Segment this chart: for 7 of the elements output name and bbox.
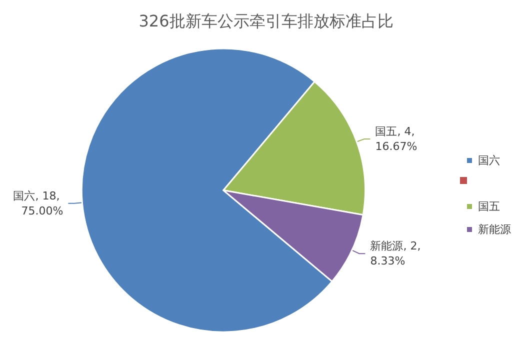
chart-title: 326批新车公示牵引车排放标准占比 xyxy=(138,12,394,30)
legend-label: 新能源 xyxy=(478,223,511,236)
legend-label: 国六 xyxy=(478,154,500,167)
legend-label: 国五 xyxy=(478,200,500,213)
data-label: 国六, 18, 75.00% xyxy=(13,189,64,218)
data-label: 国五, 4, 16.67% xyxy=(375,125,418,154)
data-label: 新能源, 2, 8.33% xyxy=(370,240,424,268)
